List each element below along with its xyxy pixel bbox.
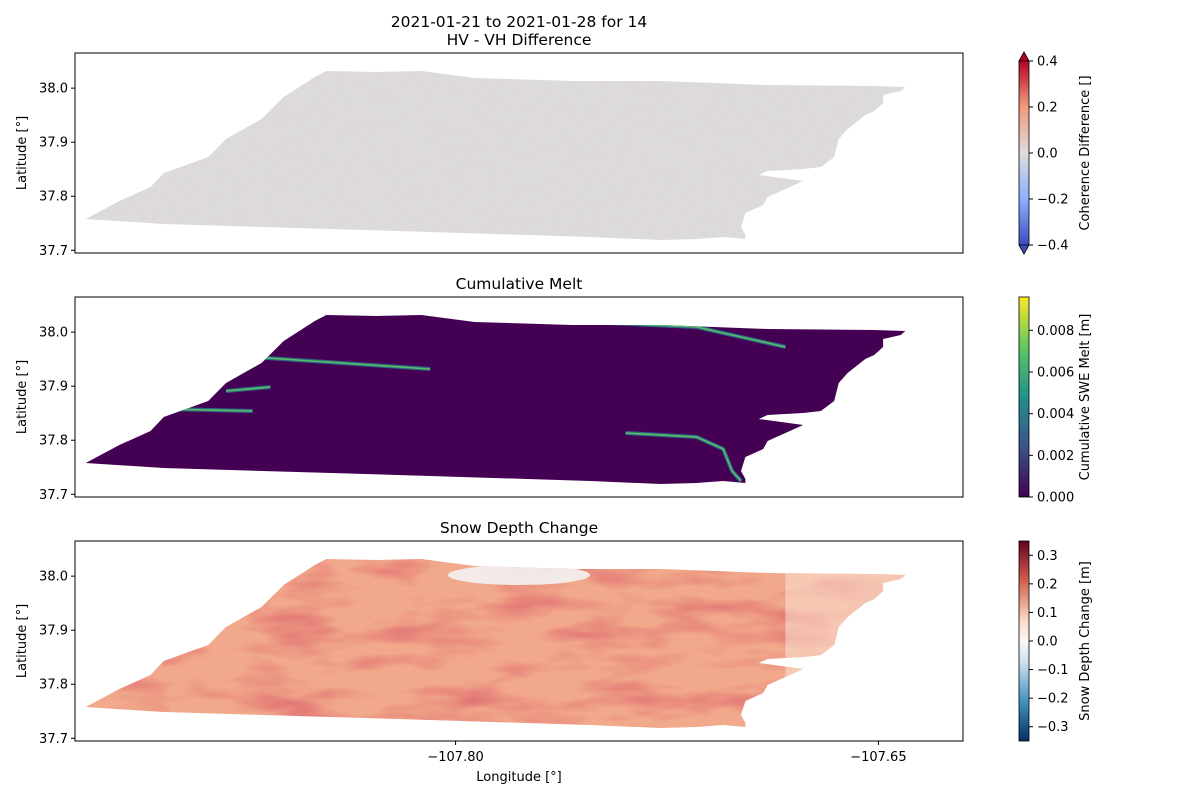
y-tick-label: 37.7 [39, 732, 68, 747]
y-axis-label: Latitude [°] [15, 116, 30, 190]
panel-title: Cumulative Melt [456, 275, 583, 293]
x-tick-label: −107.80 [427, 750, 483, 765]
colorbar-label: Cumulative SWE Melt [m] [1078, 314, 1093, 481]
coherence-noise-negative [85, 71, 906, 240]
y-tick-label: 37.9 [39, 624, 68, 639]
raster-swath [85, 315, 906, 484]
colorbar-tick-label: 0.1 [1037, 606, 1058, 621]
colorbar: 0.3 0.2 0.1 0.0 −0.1 −0.2 −0.3 Snow Depth Chang… [1018, 540, 1093, 742]
panel-2: 38.0 37.9 37.8 37.7 Latitude [°] Cumulative M… [15, 275, 1093, 506]
melt-streak-core-4 [607, 322, 786, 348]
melt-streak-core-5 [625, 432, 742, 482]
depth-east-fade [785, 559, 906, 728]
axes-frame [74, 52, 964, 254]
y-tick-label: 38.0 [39, 82, 68, 97]
depth-near-zero-patch [447, 565, 591, 585]
y-tick-label: 37.8 [39, 190, 68, 205]
colorbar-extend-max [1018, 51, 1030, 62]
colorbar-gradient [1018, 60, 1030, 246]
y-axis-label: Latitude [°] [15, 360, 30, 434]
y-tick-label: 37.9 [39, 380, 68, 395]
colorbar-gradient [1018, 296, 1030, 498]
colorbar-tick-label: −0.2 [1037, 692, 1069, 707]
y-tick-label: 37.7 [39, 244, 68, 259]
y-tick-label: 38.0 [39, 326, 68, 341]
colorbar-tick-label: 0.4 [1037, 55, 1058, 70]
y-tick-label: 37.7 [39, 488, 68, 503]
y-tick-label: 37.8 [39, 678, 68, 693]
colorbar-tick-label: 0.2 [1037, 101, 1058, 116]
y-tick-label: 37.9 [39, 136, 68, 151]
colorbar-tick-label: 0.004 [1037, 407, 1074, 422]
raster-texture [163, 321, 786, 483]
figure-title: 2021-01-21 to 2021-01-28 for 14 [391, 13, 647, 31]
colorbar: 0.4 0.2 0.0 −0.2 −0.4 Coherence Difference [] [1018, 51, 1093, 255]
melt-streak-core-1 [252, 356, 431, 370]
colorbar: 0.008 0.006 0.004 0.002 0.000 Cumulative SWE … [1018, 296, 1093, 506]
colorbar-tick-label: 0.000 [1037, 491, 1074, 506]
axes-frame [74, 540, 964, 742]
colorbar-tick-label: 0.006 [1037, 366, 1074, 381]
melt-streak-core-2 [225, 386, 271, 392]
y-axis-label: Latitude [°] [15, 604, 30, 678]
panel-3: 38.0 37.9 37.8 37.7 Latitude [°] Snow Depth C… [15, 519, 1093, 785]
colorbar-tick-label: 0.3 [1037, 549, 1058, 564]
panel-1: 38.0 37.9 37.8 37.7 Latitude [°] 2021-01-21 t… [15, 13, 1093, 259]
panel-title: HV - VH Difference [447, 31, 592, 49]
raster-texture [85, 71, 906, 240]
colorbar-tick-label: −0.3 [1037, 720, 1069, 735]
colorbar-tick-label: 0.0 [1037, 635, 1058, 650]
panel-title: Snow Depth Change [440, 519, 598, 537]
colorbar-tick-label: 0.2 [1037, 577, 1058, 592]
x-axis-label: Longitude [°] [476, 770, 561, 785]
colorbar-label: Coherence Difference [] [1078, 75, 1093, 230]
colorbar-tick-label: −0.4 [1037, 239, 1069, 254]
raster-texture [85, 559, 906, 728]
y-tick-label: 38.0 [39, 570, 68, 585]
axes-frame [74, 296, 964, 498]
colorbar-tick-label: 0.002 [1037, 449, 1074, 464]
colorbar-tick-label: −0.2 [1037, 193, 1069, 208]
x-tick-label: −107.65 [850, 750, 906, 765]
colorbar-label: Snow Depth Change [m] [1078, 561, 1093, 721]
y-tick-label: 37.8 [39, 434, 68, 449]
colorbar-tick-label: −0.1 [1037, 663, 1069, 678]
colorbar-tick-label: 0.008 [1037, 324, 1074, 339]
colorbar-tick-label: 0.0 [1037, 147, 1058, 162]
colorbar-gradient [1018, 540, 1030, 742]
colorbar-extend-min [1018, 244, 1030, 255]
